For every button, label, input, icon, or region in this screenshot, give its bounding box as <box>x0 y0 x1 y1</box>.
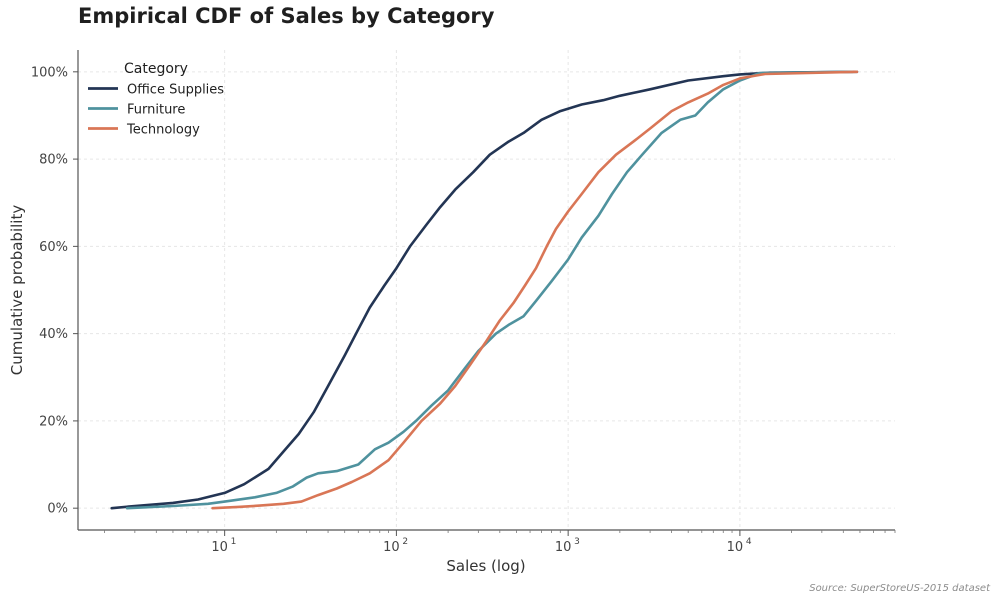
y-tick-label: 100% <box>31 65 68 80</box>
series-line-furniture <box>125 70 854 510</box>
series-line-office-supplies <box>110 70 859 510</box>
x-axis-label: Sales (log) <box>446 557 525 575</box>
legend-label: Technology <box>126 123 200 138</box>
y-tick-label: 80% <box>39 153 68 168</box>
x-tick-exponent: 1 <box>231 537 237 547</box>
legend-label: Office Supplies <box>127 83 224 98</box>
y-tick-label: 60% <box>39 240 68 255</box>
legend-label: Furniture <box>127 103 185 118</box>
x-tick-label: 10 <box>383 540 400 555</box>
x-tick-exponent: 3 <box>574 537 580 547</box>
series-lines <box>110 70 859 510</box>
y-tick-label: 20% <box>39 414 68 429</box>
x-tick-exponent: 2 <box>402 537 408 547</box>
y-axis-label: Cumulative probability <box>8 205 26 376</box>
chart-title: Empirical CDF of Sales by Category <box>78 4 495 28</box>
grid-lines <box>78 50 895 530</box>
x-tick-exponent: 4 <box>746 537 752 547</box>
y-tick-label: 0% <box>47 502 68 517</box>
legend: Category Office Supplies Furniture Technol… <box>88 61 224 138</box>
legend-title: Category <box>124 61 188 77</box>
axes <box>73 50 896 536</box>
x-tick-label: 10 <box>555 540 572 555</box>
x-tick-label: 10 <box>211 540 228 555</box>
series-line-technology <box>211 70 859 510</box>
y-tick-label: 40% <box>39 327 68 342</box>
tick-labels: 0%20%40%60%80%100%10 1 10 2 10 3 10 4 <box>31 65 752 555</box>
x-tick-label: 10 <box>727 540 744 555</box>
source-note: Source: SuperStoreUS-2015 dataset <box>809 583 990 594</box>
